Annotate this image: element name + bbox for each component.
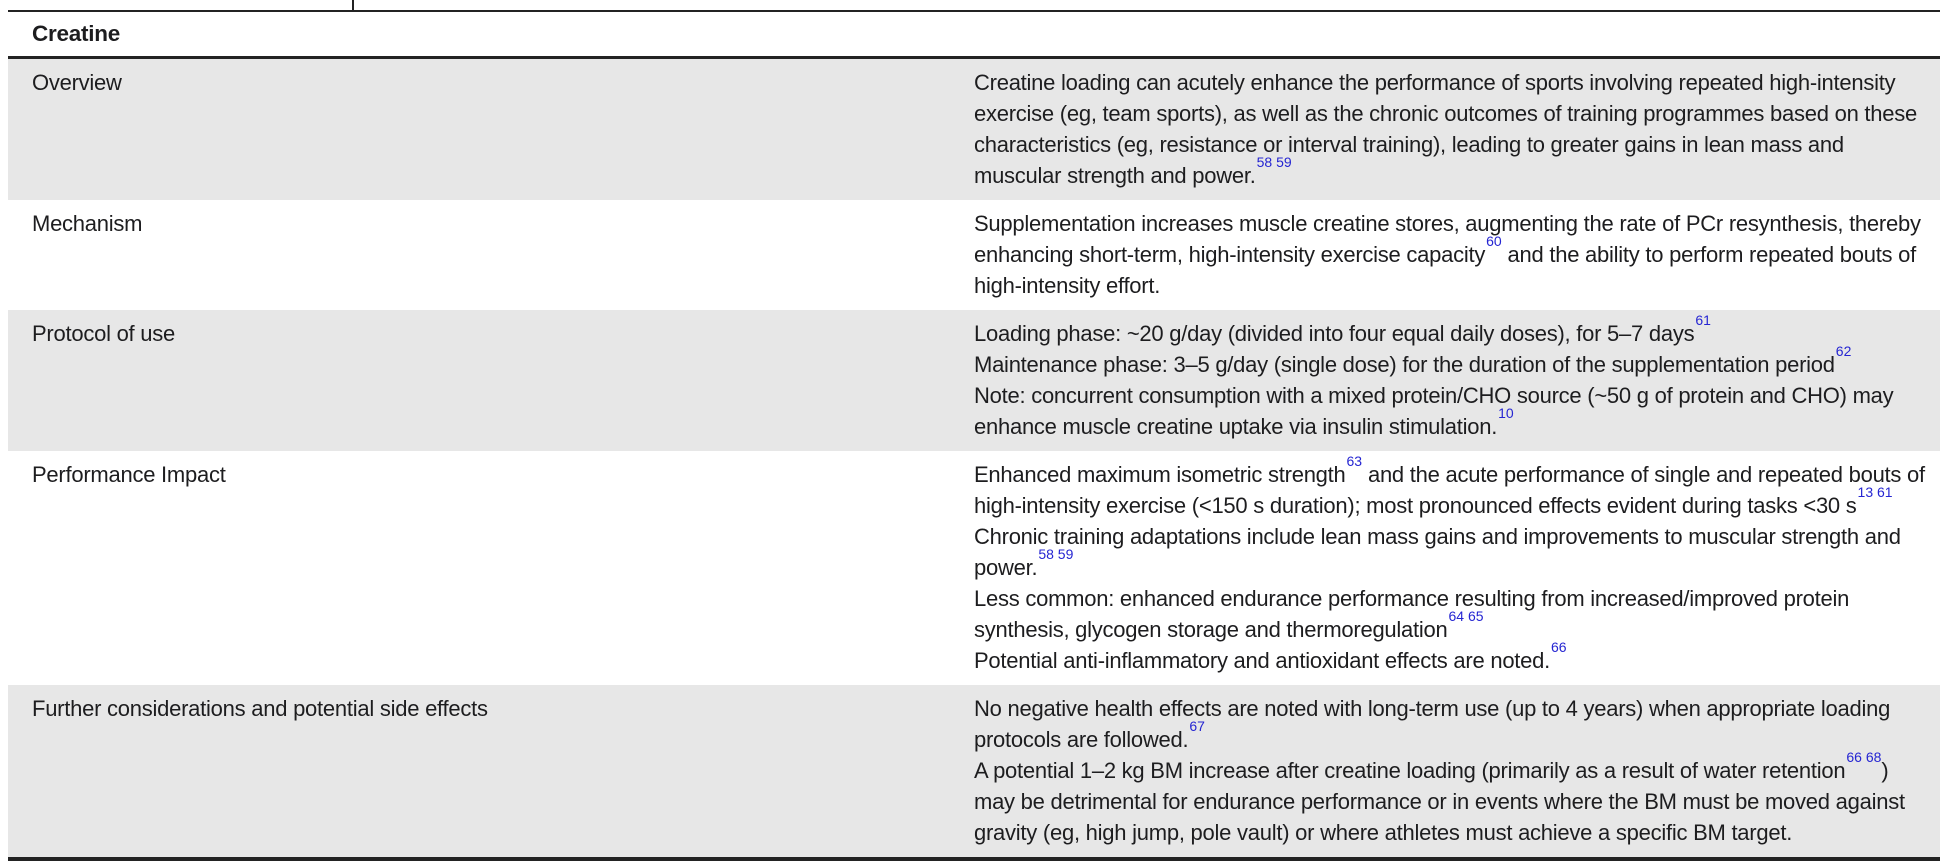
creatine-supplement-table: Creatine Overview Creatine loading can ac…	[8, 10, 1940, 861]
table-row: Performance Impact Enhanced maximum isome…	[8, 451, 1940, 685]
content-paragraph: Loading phase: ~20 g/day (divided into f…	[974, 313, 1928, 349]
citation-reference[interactable]: 61	[1695, 311, 1711, 328]
row-label: Overview	[32, 70, 122, 95]
content-text: No negative health effects are noted wit…	[974, 696, 1891, 752]
content-text: Supplementation increases muscle creatin…	[974, 211, 1921, 267]
citation-reference[interactable]: 66	[1551, 638, 1567, 655]
content-paragraph: Note: concurrent consumption with a mixe…	[974, 380, 1928, 442]
content-text: Enhanced maximum isometric strength	[974, 462, 1346, 487]
content-paragraph: Creatine loading can acutely enhance the…	[974, 67, 1928, 191]
citation-reference[interactable]: 58 59	[1256, 153, 1292, 170]
citation-reference[interactable]: 58 59	[1038, 545, 1074, 562]
content-paragraph: Enhanced maximum isometric strength63 an…	[974, 454, 1928, 521]
content-paragraph: Less common: enhanced endurance performa…	[974, 583, 1928, 645]
row-label: Protocol of use	[32, 321, 175, 346]
citation-reference[interactable]: 60	[1486, 232, 1502, 249]
content-text: Potential anti-inflammatory and antioxid…	[974, 648, 1550, 673]
row-content: Enhanced maximum isometric strength63 an…	[974, 451, 1940, 685]
row-label: Performance Impact	[32, 462, 226, 487]
citation-reference[interactable]: 64 65	[1448, 607, 1484, 624]
table-row: Further considerations and potential sid…	[8, 685, 1940, 859]
content-text: Maintenance phase: 3–5 g/day (single dos…	[974, 352, 1835, 377]
table-body: Overview Creatine loading can acutely enh…	[8, 57, 1940, 859]
content-text: and the acute performance of single and …	[974, 462, 1925, 518]
row-label: Mechanism	[32, 211, 143, 236]
citation-reference[interactable]: 10	[1498, 404, 1514, 421]
row-label: Further considerations and potential sid…	[32, 696, 488, 721]
content-paragraph: Potential anti-inflammatory and antioxid…	[974, 640, 1928, 676]
row-content: No negative health effects are noted wit…	[974, 685, 1940, 859]
citation-reference[interactable]: 62	[1835, 342, 1852, 359]
content-text: Less common: enhanced endurance performa…	[974, 586, 1850, 642]
row-content: Creatine loading can acutely enhance the…	[974, 58, 1940, 201]
content-text: Chronic training adaptations include lea…	[974, 524, 1901, 580]
table-row: Protocol of use Loading phase: ~20 g/day …	[8, 310, 1940, 451]
row-content: Loading phase: ~20 g/day (divided into f…	[974, 310, 1940, 451]
content-paragraph: Maintenance phase: 3–5 g/day (single dos…	[974, 344, 1928, 380]
citation-reference[interactable]: 67	[1189, 717, 1205, 734]
content-text: Loading phase: ~20 g/day (divided into f…	[974, 321, 1695, 346]
table-row: Overview Creatine loading can acutely enh…	[8, 57, 1940, 201]
table-header: Creatine	[8, 11, 1940, 59]
content-paragraph: A potential 1–2 kg BM increase after cre…	[974, 750, 1928, 848]
citation-reference[interactable]: 13 61	[1857, 483, 1893, 500]
content-paragraph: Chronic training adaptations include lea…	[974, 521, 1928, 583]
section-title: Creatine	[8, 11, 1940, 59]
citation-reference[interactable]: 66 68	[1846, 748, 1882, 765]
content-paragraph: Supplementation increases muscle creatin…	[974, 208, 1928, 301]
section-header-row: Creatine	[8, 11, 1940, 59]
row-content: Supplementation increases muscle creatin…	[974, 200, 1940, 310]
table-row: Mechanism Supplementation increases muscl…	[8, 200, 1940, 310]
content-text: and the ability to perform repeated bout…	[974, 242, 1917, 298]
content-paragraph: No negative health effects are noted wit…	[974, 693, 1928, 755]
previous-row-column-divider	[352, 0, 354, 11]
content-text: Creatine loading can acutely enhance the…	[974, 70, 1917, 188]
content-text: A potential 1–2 kg BM increase after cre…	[974, 758, 1846, 783]
content-text: Note: concurrent consumption with a mixe…	[974, 383, 1894, 439]
citation-reference[interactable]: 63	[1346, 452, 1363, 469]
